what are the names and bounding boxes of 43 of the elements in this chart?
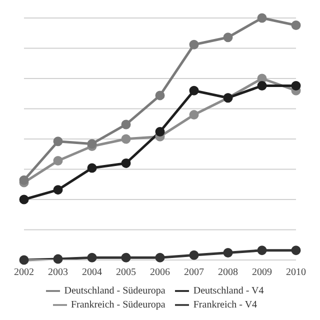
point	[257, 13, 267, 23]
point	[121, 134, 131, 144]
x-tick-label: 2010	[286, 267, 306, 278]
point	[53, 254, 63, 264]
x-tick-label: 2007	[184, 267, 204, 278]
point	[223, 32, 233, 42]
point	[257, 246, 267, 256]
point	[291, 81, 301, 91]
legend-label: Frankreich - V4	[193, 299, 258, 310]
point	[291, 20, 301, 30]
x-tick-label: 2002	[14, 267, 34, 278]
point	[121, 158, 131, 168]
point	[53, 156, 63, 166]
point	[189, 110, 199, 120]
legend-label: Deutschland - Südeuropa	[64, 285, 166, 296]
legend-label: Deutschland - V4	[193, 285, 264, 296]
point	[291, 246, 301, 256]
legend-label: Frankreich - Südeuropa	[70, 299, 166, 310]
point	[189, 86, 199, 96]
point	[53, 185, 63, 195]
point	[223, 248, 233, 258]
x-tick-label: 2004	[82, 267, 102, 278]
point	[87, 252, 97, 262]
point	[121, 120, 131, 130]
point	[189, 40, 199, 50]
x-tick-label: 2008	[218, 267, 238, 278]
x-tick-label: 2003	[48, 267, 68, 278]
point	[121, 252, 131, 262]
point	[257, 81, 267, 91]
point	[189, 250, 199, 260]
x-tick-label: 2006	[150, 267, 170, 278]
point	[155, 126, 165, 136]
point	[19, 175, 29, 185]
point	[53, 136, 63, 146]
x-tick-label: 2009	[252, 267, 272, 278]
point	[19, 194, 29, 204]
point	[19, 255, 29, 265]
point	[155, 252, 165, 262]
x-tick-label: 2005	[116, 267, 136, 278]
point	[155, 90, 165, 100]
point	[257, 74, 267, 84]
point	[87, 139, 97, 149]
point	[87, 163, 97, 173]
